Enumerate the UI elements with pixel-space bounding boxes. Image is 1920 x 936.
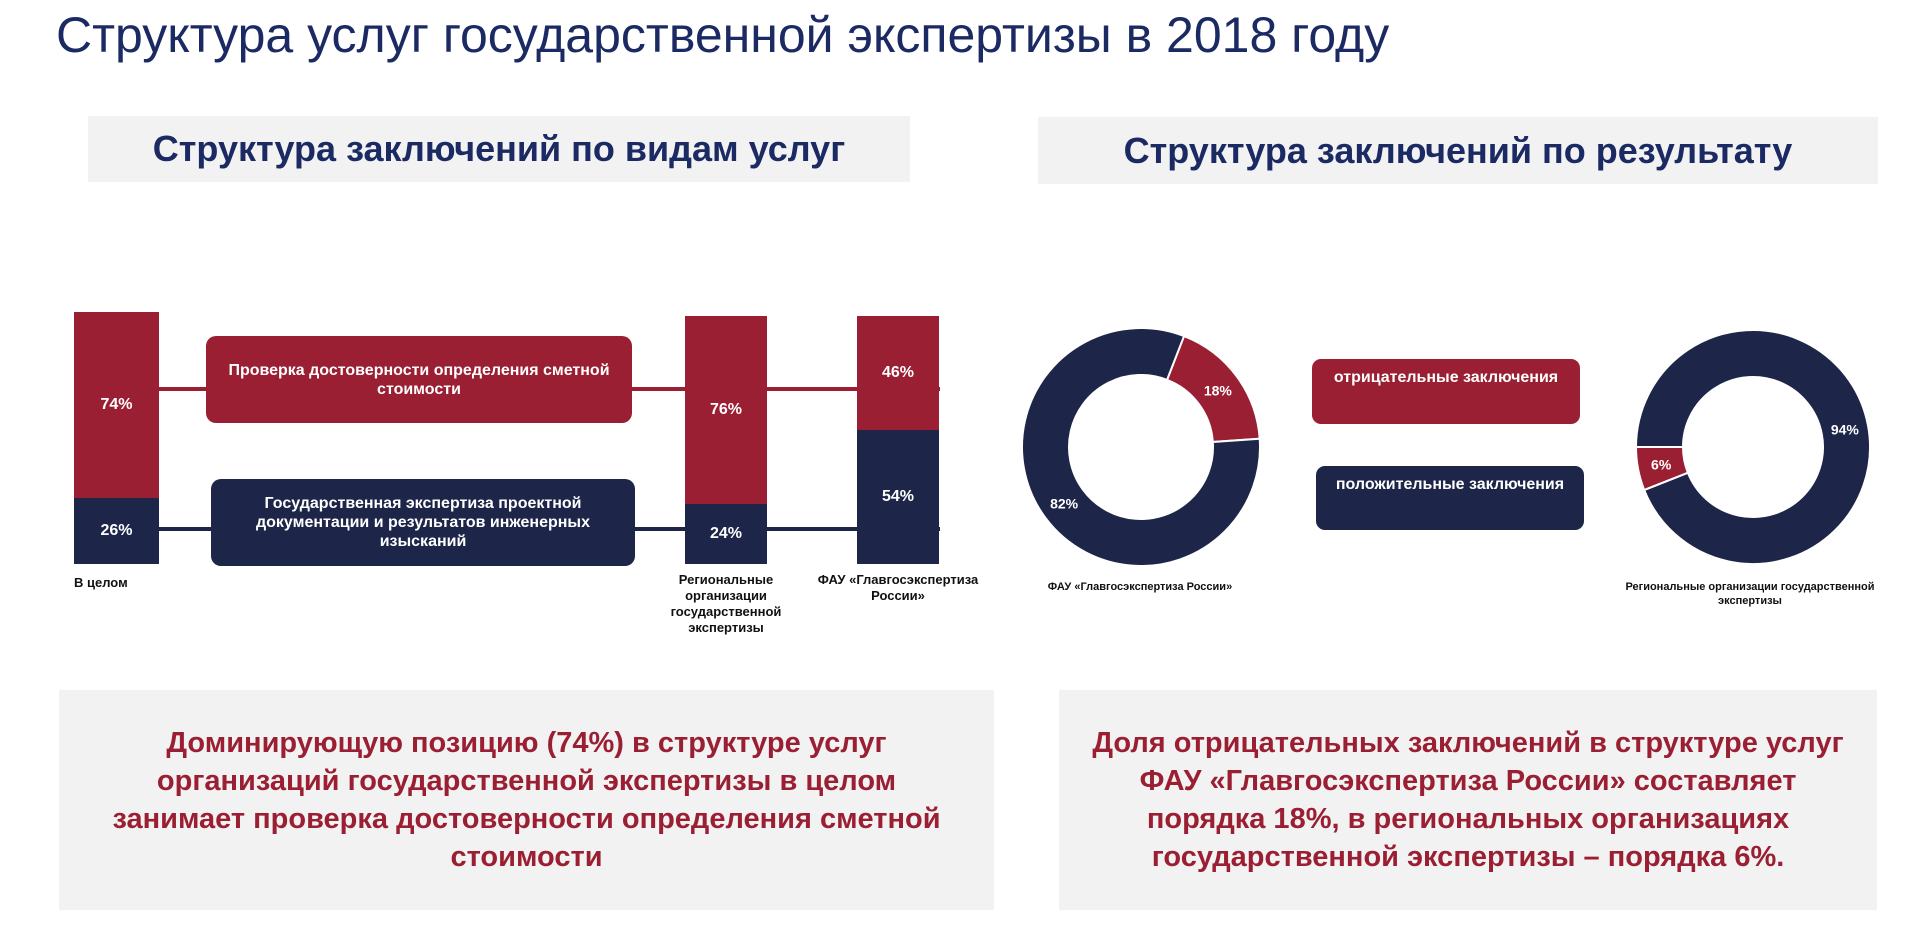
bar-fau-label-red: 46%	[881, 364, 915, 382]
bar-regional-label-navy: 24%	[709, 525, 743, 543]
bar-overall-segment-navy: 26%	[74, 498, 159, 564]
series-box-state-expertise: Государственная экспертиза проектной док…	[211, 479, 635, 566]
bar-overall: 74% 26%	[74, 312, 159, 564]
bar-fau-segment-red: 46%	[857, 316, 939, 431]
donut-regional-label-0: 6%	[1651, 457, 1672, 473]
legend-positive: положительные заключения	[1316, 466, 1584, 530]
donut-regional-caption: Региональные организации государственной…	[1620, 580, 1880, 608]
donut-chart-fau: 18% 82%	[1021, 327, 1261, 567]
right-conclusion-text: Доля отрицательных заключений в структур…	[1092, 727, 1844, 873]
bar-overall-label-navy: 26%	[100, 522, 133, 540]
bar-overall-label-red: 74%	[100, 396, 133, 414]
bar-regional-segment-navy: 24%	[685, 504, 767, 564]
legend-negative: отрицательные заключения	[1312, 359, 1580, 424]
bar-regional-category: Региональные организации государственной…	[670, 572, 782, 635]
donut-fau-label-0: 18%	[1204, 382, 1233, 398]
bar-regional-segment-red: 76%	[685, 316, 767, 505]
donut-fau-label-1: 82%	[1050, 496, 1079, 512]
series-box-cost-verification-label: Проверка достоверности определения сметн…	[228, 361, 610, 398]
donut-regional-label-1: 94%	[1831, 421, 1860, 437]
donut-chart-regional: 6% 94%	[1634, 329, 1871, 565]
right-section-header: Структура заключений по результату	[1038, 117, 1878, 184]
series-box-state-expertise-label: Государственная экспертиза проектной док…	[255, 495, 590, 550]
bar-fau: 46% 54%	[857, 316, 939, 564]
donut-fau-slice-1	[1021, 327, 1261, 567]
bar-regional-label-red: 76%	[709, 401, 743, 419]
left-section-header: Структура заключений по видам услуг	[88, 116, 910, 182]
bar-overall-segment-red: 74%	[74, 312, 159, 499]
donut-regional-caption-text: Региональные организации государственной…	[1625, 581, 1875, 607]
bar-overall-category: В целом	[74, 575, 128, 590]
legend-negative-label: отрицательные заключения	[1333, 369, 1559, 386]
bar-fau-segment-navy: 54%	[857, 430, 939, 564]
right-conclusion: Доля отрицательных заключений в структур…	[1059, 690, 1877, 910]
bar-fau-label-navy: 54%	[881, 488, 915, 506]
page-title: Структура услуг государственной эксперти…	[56, 7, 1390, 63]
donut-regional-slice-1	[1634, 329, 1871, 565]
bar-regional: 76% 24%	[685, 316, 767, 564]
left-conclusion: Доминирующую позицию (74%) в структуре у…	[59, 690, 994, 910]
series-box-cost-verification: Проверка достоверности определения сметн…	[206, 336, 632, 423]
legend-positive-label: положительные заключения	[1335, 476, 1565, 493]
donut-fau-caption: ФАУ «Главгосэкспертиза России»	[1047, 581, 1233, 593]
bar-fau-category: ФАУ «Главгосэкспертиза России»	[817, 572, 979, 603]
left-conclusion-text: Доминирующую позицию (74%) в структуре у…	[112, 727, 941, 873]
